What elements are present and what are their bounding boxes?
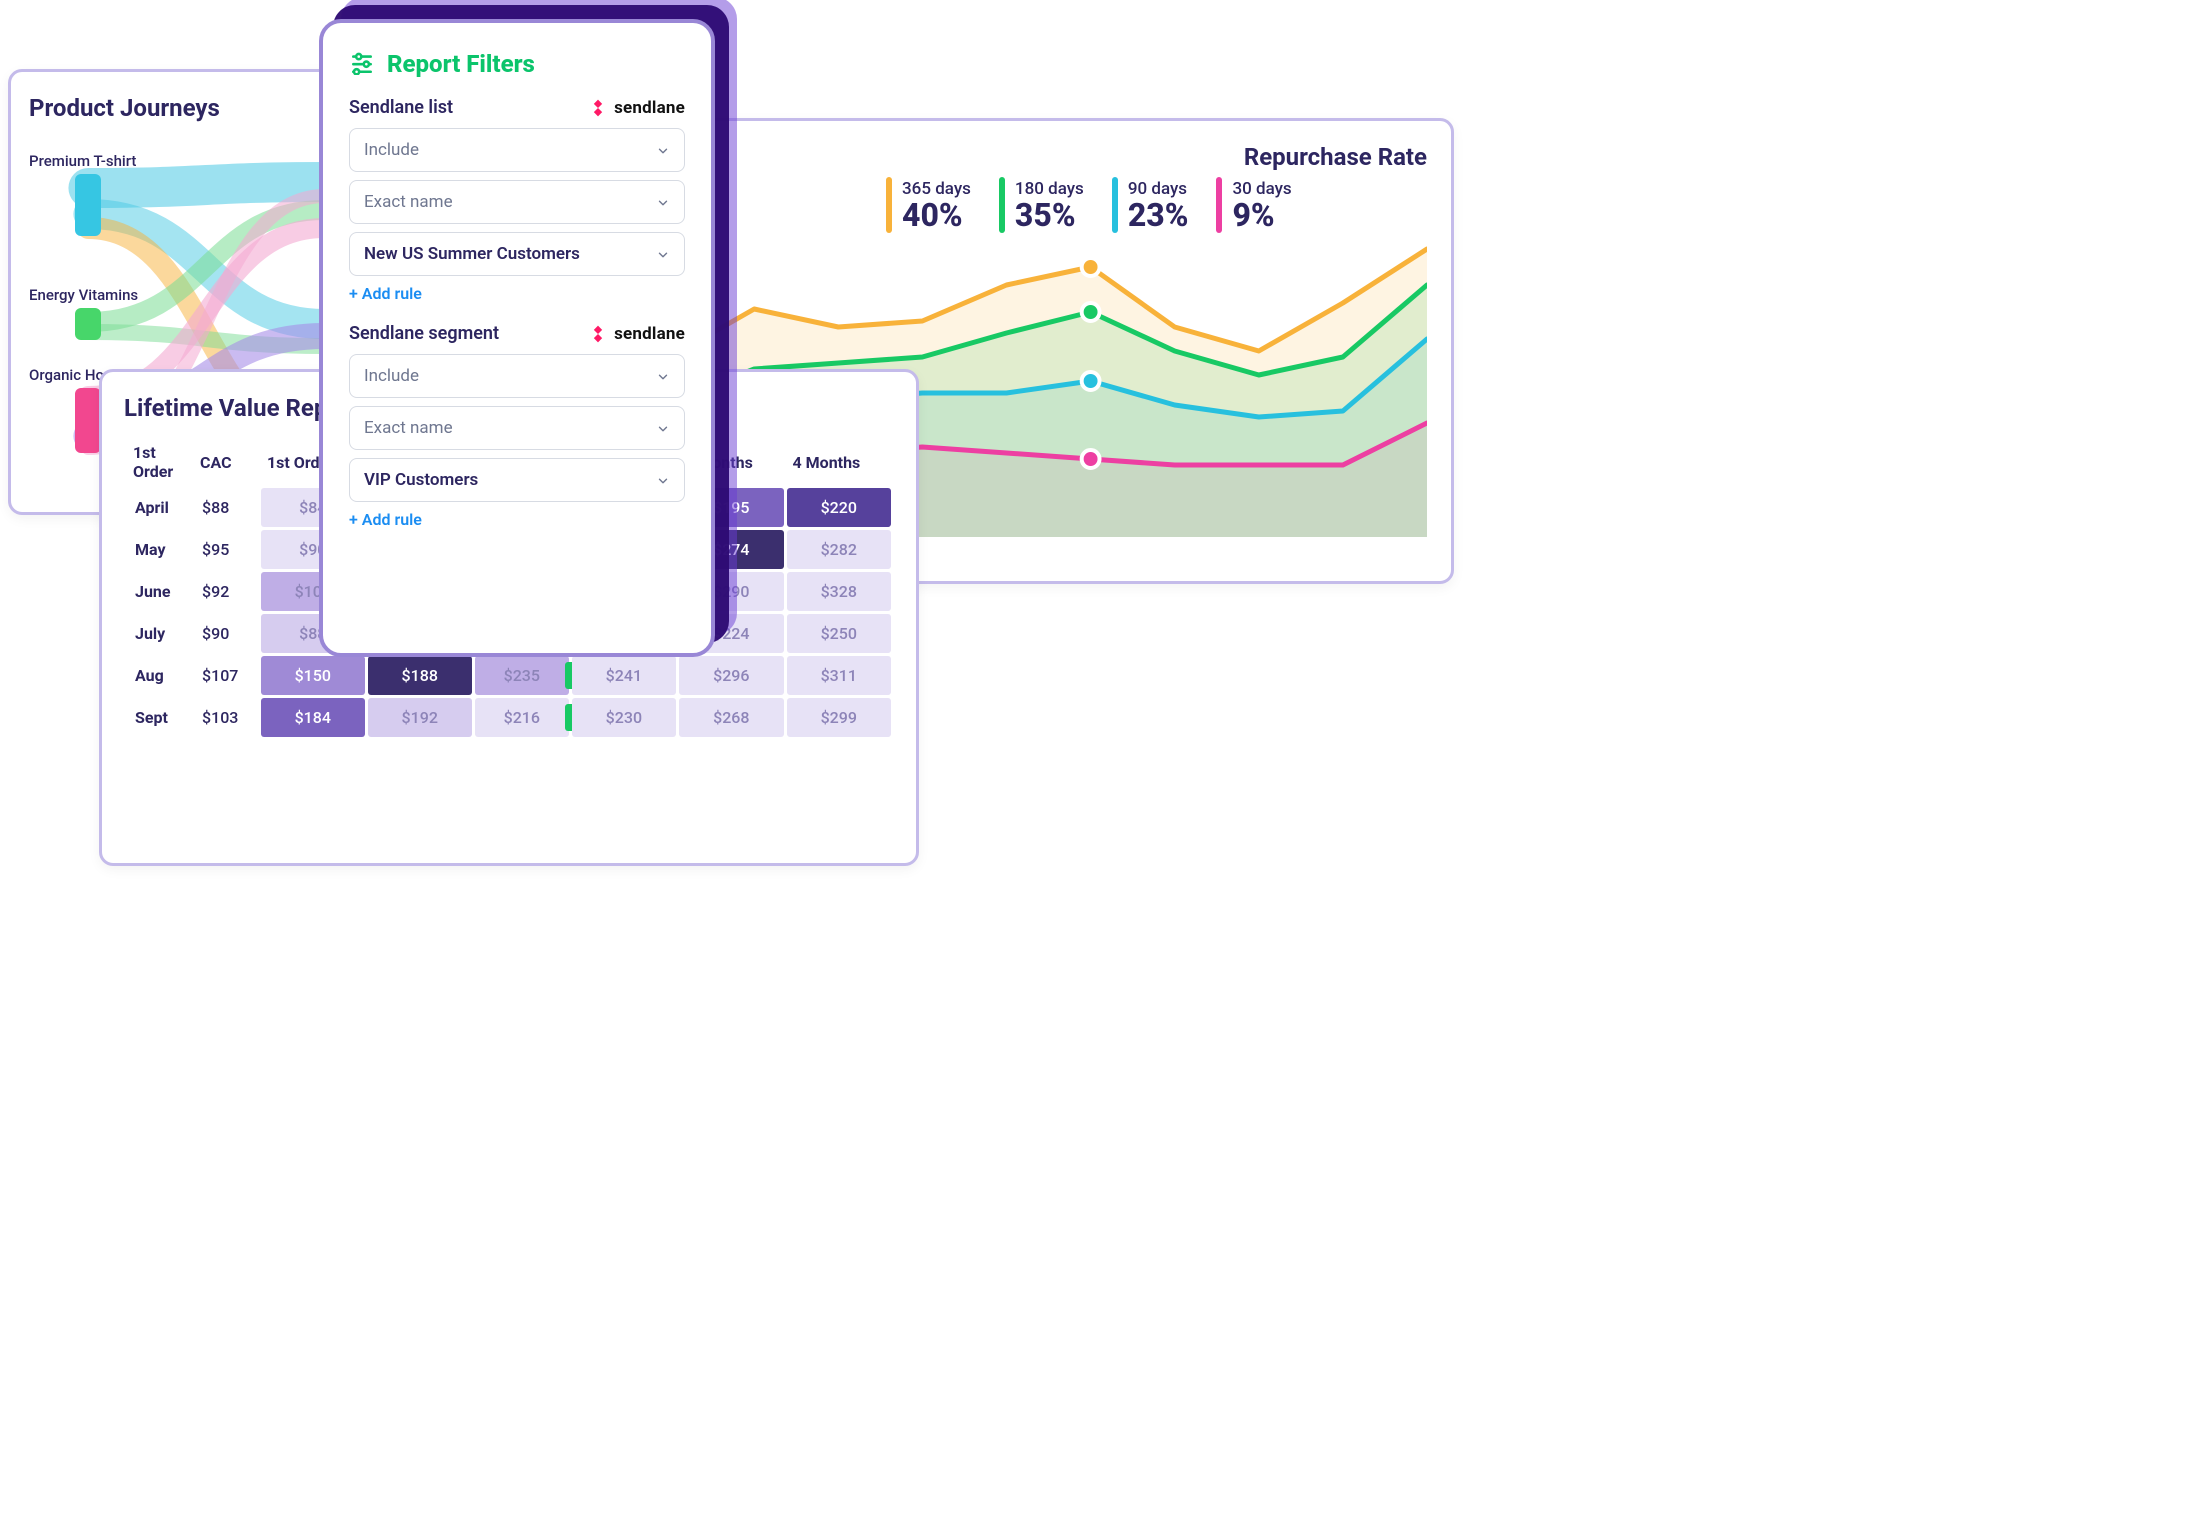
- add-rule-link[interactable]: + Add rule: [349, 284, 685, 303]
- table-row: Aug$107$150$188$235$241$296$311: [127, 656, 891, 695]
- chevron-down-icon: [656, 247, 670, 261]
- chevron-down-icon: [656, 143, 670, 157]
- ltv-row-label: Aug: [127, 656, 191, 695]
- filter-select[interactable]: Include: [349, 354, 685, 398]
- sankey-node: [75, 174, 101, 236]
- sankey-node: [75, 388, 101, 453]
- filter-select[interactable]: VIP Customers: [349, 458, 685, 502]
- repurchase-metric: 30 days 9%: [1216, 177, 1291, 233]
- repurchase-metric: 180 days 35%: [999, 177, 1084, 233]
- ltv-cell: $220: [787, 488, 892, 527]
- ltv-cell: $241: [572, 656, 676, 695]
- select-value: New US Summer Customers: [364, 244, 580, 264]
- metric-value: 9%: [1232, 199, 1291, 231]
- filter-select[interactable]: Include: [349, 128, 685, 172]
- repurchase-metric: 90 days 23%: [1112, 177, 1189, 233]
- sankey-node-label: Premium T-shirt: [29, 152, 136, 170]
- select-value: Exact name: [364, 418, 453, 438]
- chevron-down-icon: [656, 473, 670, 487]
- ltv-row-label: April: [127, 488, 191, 527]
- chevron-down-icon: [656, 421, 670, 435]
- filter-section-label: Sendlane segment: [349, 323, 499, 344]
- ltv-cell: $299: [787, 698, 892, 737]
- ltv-row-label: June: [127, 572, 191, 611]
- ltv-row-label: Sept: [127, 698, 191, 737]
- sankey-node-label: Energy Vitamins: [29, 286, 138, 304]
- ltv-cac: $92: [194, 572, 258, 611]
- table-row: Sept$103$184$192$216$230$268$299: [127, 698, 891, 737]
- select-value: Exact name: [364, 192, 453, 212]
- ltv-cell: $188: [368, 656, 472, 695]
- ltv-cell: $235: [475, 656, 569, 695]
- metric-bar: [886, 177, 892, 233]
- ltv-cell: $250: [787, 614, 892, 653]
- filter-select[interactable]: Exact name: [349, 180, 685, 224]
- metric-bar: [1216, 177, 1222, 233]
- metric-value: 23%: [1128, 199, 1189, 231]
- repurchase-metric: 365 days 40%: [886, 177, 971, 233]
- ltv-cell: $268: [679, 698, 783, 737]
- ltv-row-label: July: [127, 614, 191, 653]
- ltv-cell: $311: [787, 656, 892, 695]
- metric-bar: [999, 177, 1005, 233]
- report-filters-card: Report Filters Sendlane list sendlane Inc…: [319, 19, 715, 657]
- report-filters-title: Report Filters: [387, 50, 535, 78]
- ltv-cell: $282: [787, 530, 892, 569]
- repurchase-metrics: 365 days 40% 180 days 35% 90 days 23% 30…: [886, 177, 1427, 233]
- select-value: VIP Customers: [364, 470, 478, 490]
- metric-bar: [1112, 177, 1118, 233]
- ltv-cac: $103: [194, 698, 258, 737]
- filter-section-label: Sendlane list: [349, 97, 453, 118]
- add-rule-link[interactable]: + Add rule: [349, 510, 685, 529]
- ltv-row-label: May: [127, 530, 191, 569]
- metric-value: 35%: [1015, 199, 1084, 231]
- chevron-down-icon: [656, 369, 670, 383]
- ltv-col-header: CAC: [194, 439, 258, 485]
- metric-value: 40%: [902, 199, 971, 231]
- ltv-cell: $328: [787, 572, 892, 611]
- sankey-node: [75, 308, 101, 340]
- filter-select[interactable]: Exact name: [349, 406, 685, 450]
- ltv-cac: $107: [194, 656, 258, 695]
- select-value: Include: [364, 140, 419, 160]
- filters-icon: [349, 49, 375, 79]
- ltv-cell: $150: [261, 656, 365, 695]
- sendlane-brand: sendlane: [588, 98, 685, 118]
- ltv-cell: $216: [475, 698, 569, 737]
- ltv-cac: $95: [194, 530, 258, 569]
- ltv-cell: $230: [572, 698, 676, 737]
- ltv-cac: $88: [194, 488, 258, 527]
- ltv-col-header: 1st Order: [127, 439, 191, 485]
- filter-select[interactable]: New US Summer Customers: [349, 232, 685, 276]
- ltv-cell: $192: [368, 698, 472, 737]
- ltv-cell: $296: [679, 656, 783, 695]
- select-value: Include: [364, 366, 419, 386]
- ltv-col-header: 4 Months: [787, 439, 892, 485]
- chevron-down-icon: [656, 195, 670, 209]
- ltv-cell: $184: [261, 698, 365, 737]
- sendlane-brand: sendlane: [588, 324, 685, 344]
- ltv-cac: $90: [194, 614, 258, 653]
